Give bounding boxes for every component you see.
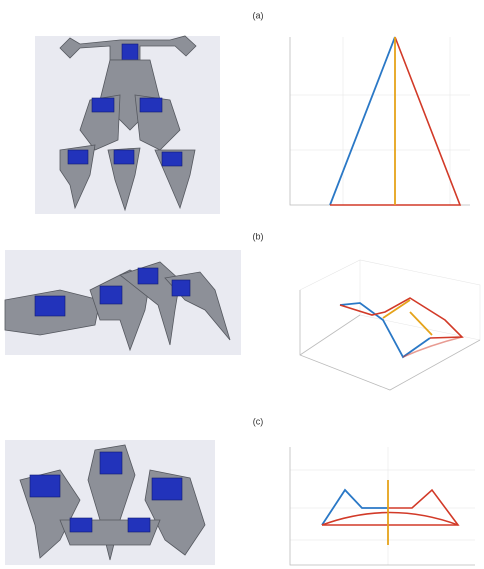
plot-isometric bbox=[300, 260, 480, 390]
plot-side bbox=[290, 447, 475, 565]
figure: (a) (b) (c) bbox=[0, 0, 484, 569]
plot-front bbox=[290, 37, 470, 205]
robot-render-top bbox=[35, 36, 220, 214]
panel-label: (b) bbox=[253, 231, 264, 241]
robot-render-side bbox=[5, 250, 241, 355]
robot-render-front bbox=[5, 440, 215, 565]
panel-label: (a) bbox=[253, 10, 264, 20]
panel-label: (c) bbox=[253, 416, 264, 426]
